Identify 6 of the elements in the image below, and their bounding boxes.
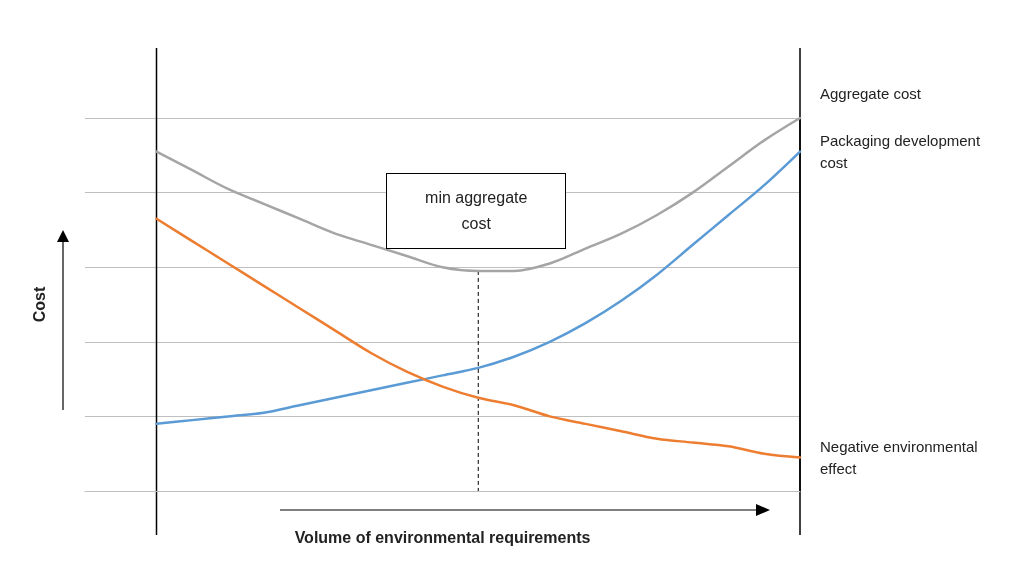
series-label: Packaging development cost [820, 132, 985, 172]
series-label: Aggregate cost [820, 84, 922, 102]
text-box: min aggregate cost [386, 172, 567, 249]
y-axis-title: Cost [30, 286, 48, 323]
series-label: Negative environmental effect [820, 437, 982, 477]
x-axis-title: Volume of environmental requirements [294, 528, 591, 546]
